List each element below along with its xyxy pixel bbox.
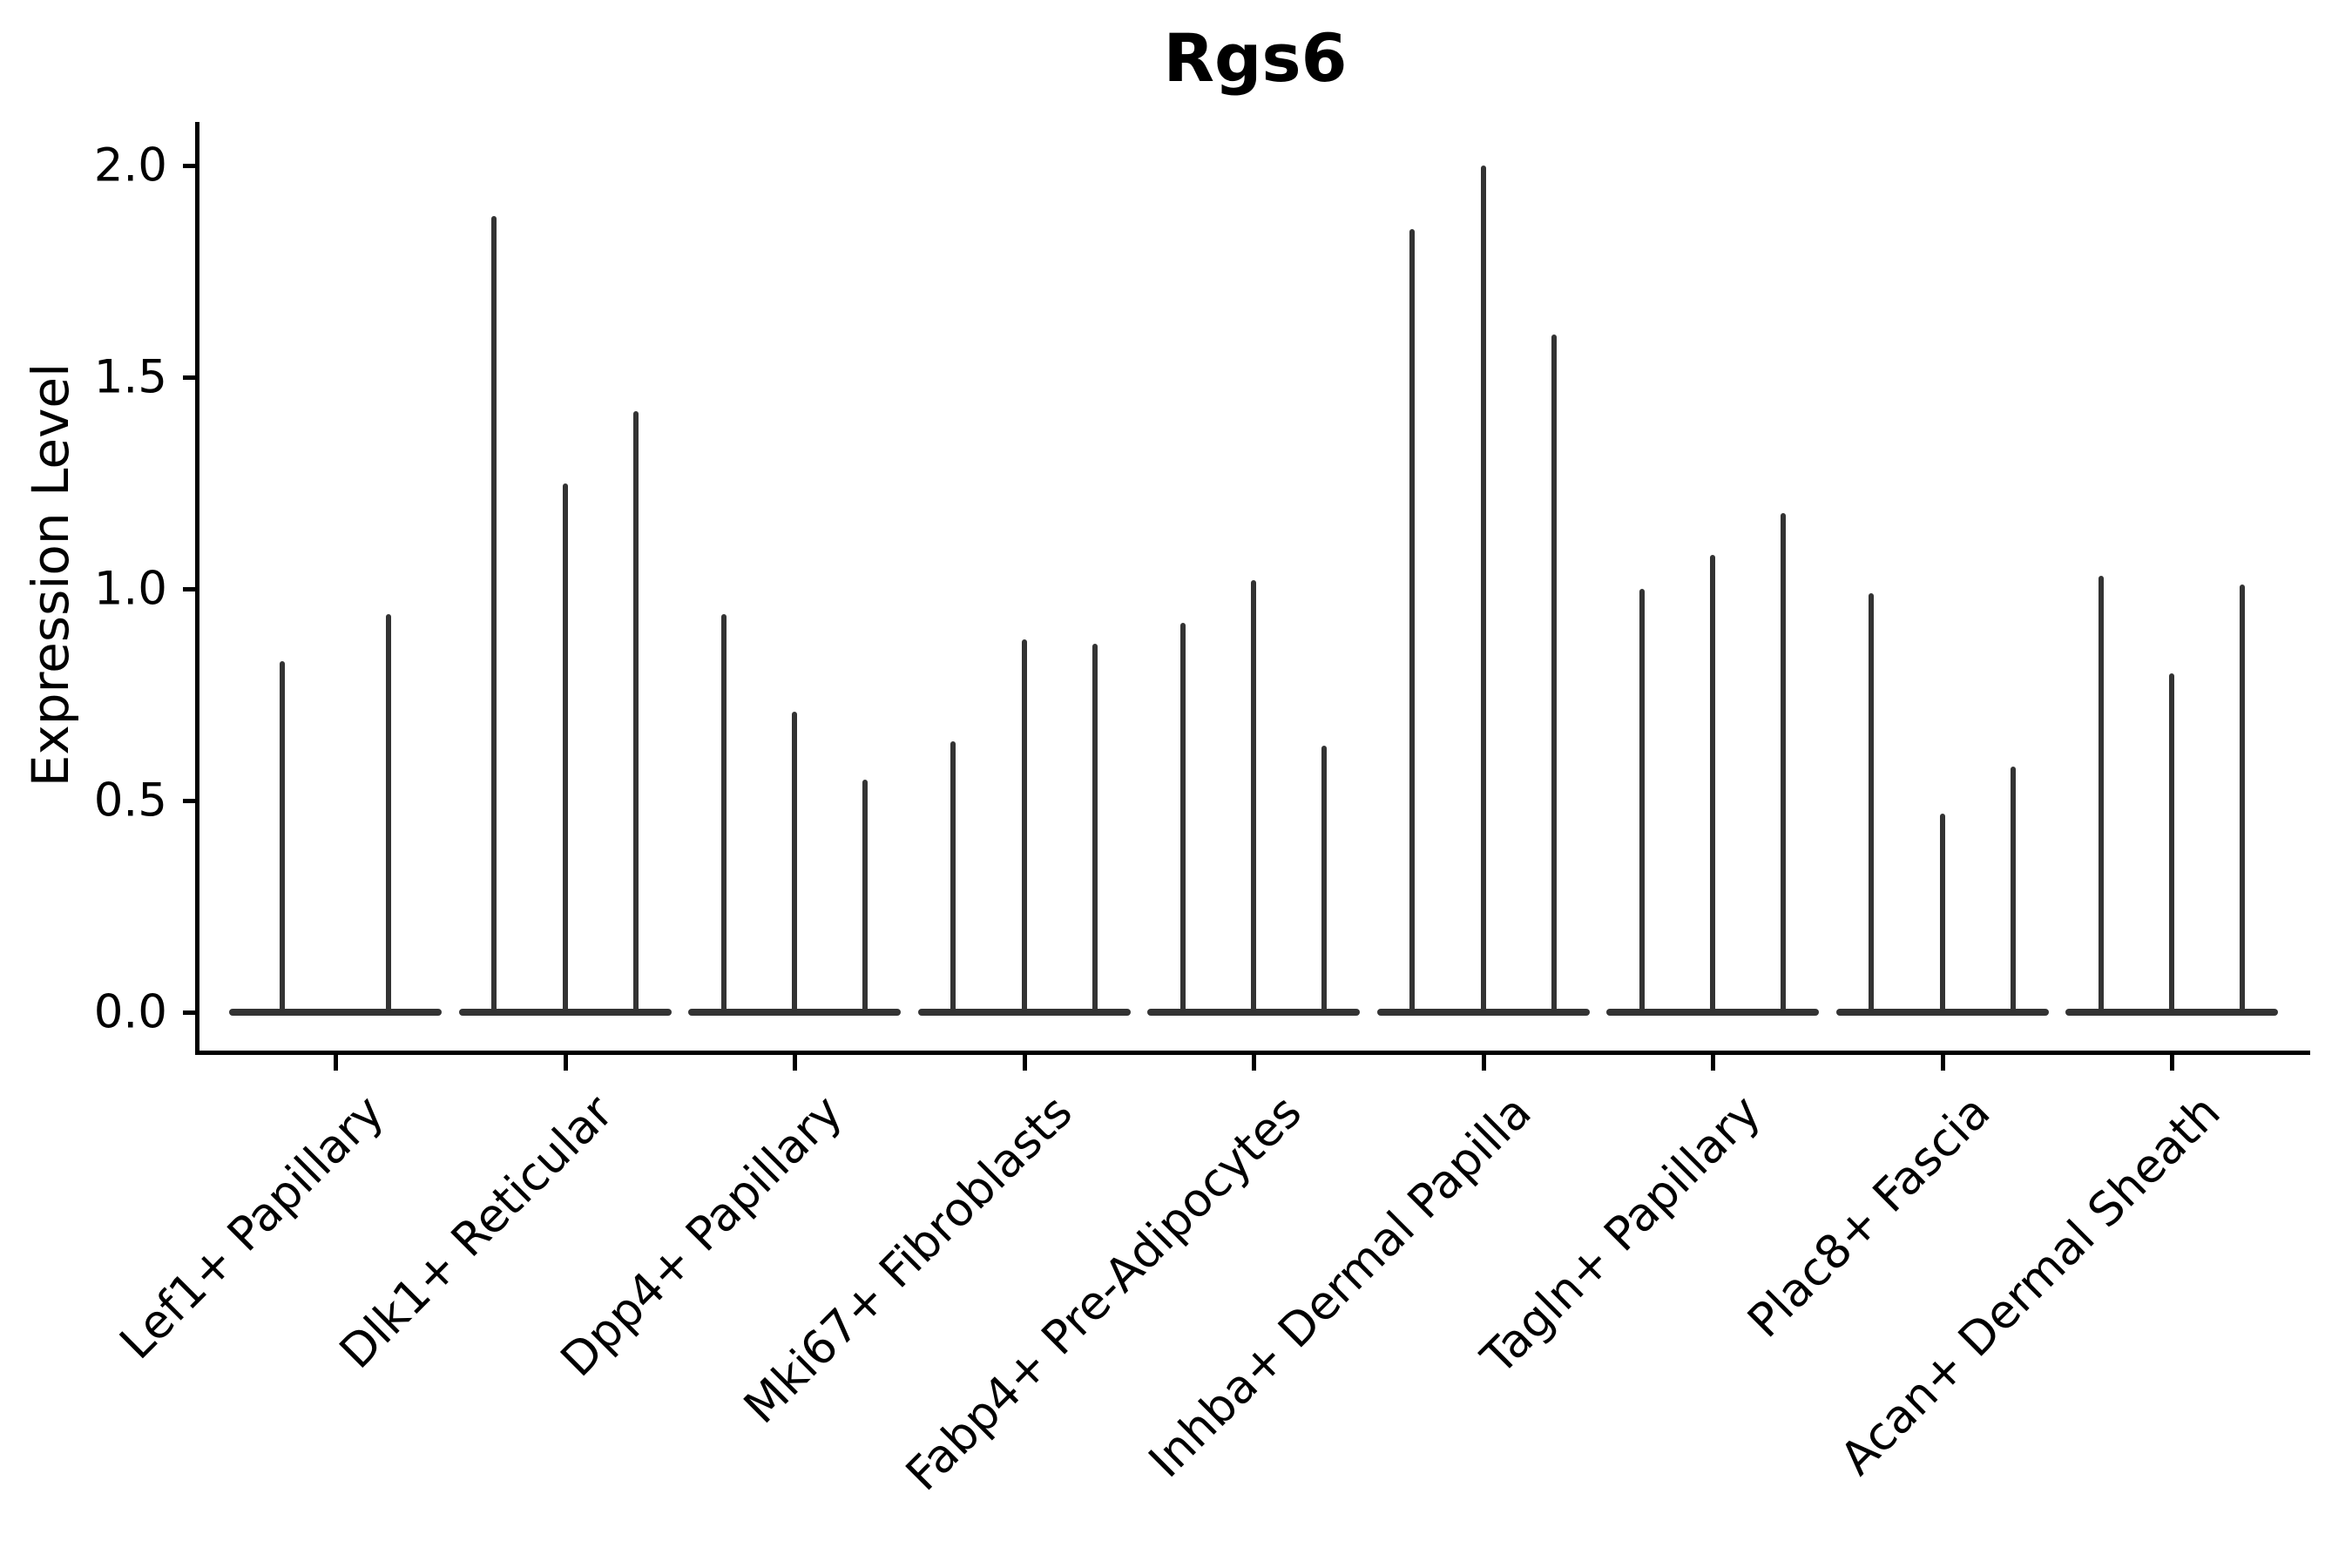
x-tick-label: Fabp4+ Pre-Adipocytes [896,1085,1313,1502]
violin-spike [2169,673,2174,1014]
violin-spike [562,483,568,1014]
x-tick [334,1055,338,1071]
violin-spike [491,216,497,1014]
y-tick-label: 1.5 [93,350,167,404]
x-tick [1940,1055,1945,1071]
violin-spike [1869,592,1875,1014]
y-tick [183,164,195,168]
violin-spike [1321,745,1328,1014]
violin-spike [1251,580,1256,1014]
x-tick-label: Acan+ Dermal Sheath [1829,1085,2231,1486]
violin-spike [1710,555,1715,1014]
x-tick-label: Plac8+ Fascia [1738,1085,2001,1348]
y-tick-label: 2.0 [93,139,167,193]
violin-spike [2098,576,2104,1014]
violin-spike [1939,813,1945,1014]
violin-baseline [229,1009,442,1016]
violin-spike [386,614,391,1014]
x-tick [1252,1055,1256,1071]
violin-spike [1551,335,1557,1014]
x-tick [1711,1055,1715,1071]
y-tick-label: 1.0 [93,562,167,616]
violin-spike [1179,622,1186,1014]
y-tick [183,799,195,803]
y-tick [183,587,195,591]
violin-spike [1021,639,1027,1014]
x-tick [793,1055,797,1071]
y-tick-label: 0.0 [93,985,167,1039]
y-tick [183,1010,195,1015]
violin-spike [280,660,285,1014]
x-tick [563,1055,568,1071]
violin-spike [632,410,639,1014]
chart-title: Rgs6 [1163,19,1348,97]
violin-spike [720,614,727,1014]
x-tick [1022,1055,1027,1071]
violin-spike [2240,585,2246,1014]
x-tick-label: Inhba+ Dermal Papilla [1139,1085,1542,1489]
violin-spike [862,779,868,1014]
violin-spike [1639,589,1645,1014]
violin-spike [2010,767,2016,1014]
violin-spike [950,740,956,1014]
violin-spike [1480,166,1486,1014]
y-tick-label: 0.5 [93,774,167,828]
violin-spike [1092,644,1098,1014]
y-axis-line [195,122,199,1055]
violin-spike [1409,228,1416,1014]
y-tick [183,375,195,380]
violin-spike [1781,512,1787,1014]
x-tick [2170,1055,2174,1071]
violin-spike [792,711,797,1014]
x-axis-line [195,1051,2310,1055]
x-tick [1481,1055,1486,1071]
